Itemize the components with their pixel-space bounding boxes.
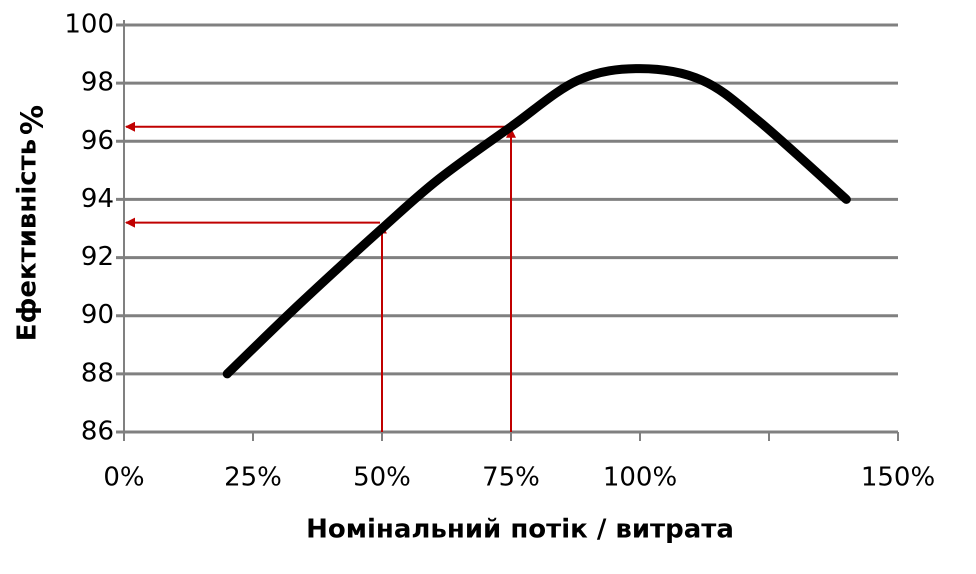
y-tick-label: 86 [81, 417, 114, 447]
x-tick-label: 25% [224, 463, 282, 493]
x-axis-title: Номінальний потік / витрата [306, 515, 734, 545]
y-tick-label: 96 [81, 126, 114, 156]
y-axis-title: Ефективність [13, 139, 43, 341]
x-tick-label: 50% [353, 463, 411, 493]
y-tick-label: 92 [81, 242, 114, 272]
y-tick-label: 98 [81, 68, 114, 98]
y-axis-unit: % [16, 105, 51, 135]
x-tick-label: 150% [861, 463, 935, 493]
y-tick-label: 88 [81, 358, 114, 388]
y-tick-label: 90 [81, 300, 114, 330]
x-tick-label: 100% [603, 463, 677, 493]
y-tick-label: 100 [64, 10, 114, 40]
x-tick-label: 75% [482, 463, 540, 493]
x-tick-label: 0% [103, 463, 144, 493]
data-line [222, 64, 851, 379]
y-tick-label: 94 [81, 184, 114, 214]
